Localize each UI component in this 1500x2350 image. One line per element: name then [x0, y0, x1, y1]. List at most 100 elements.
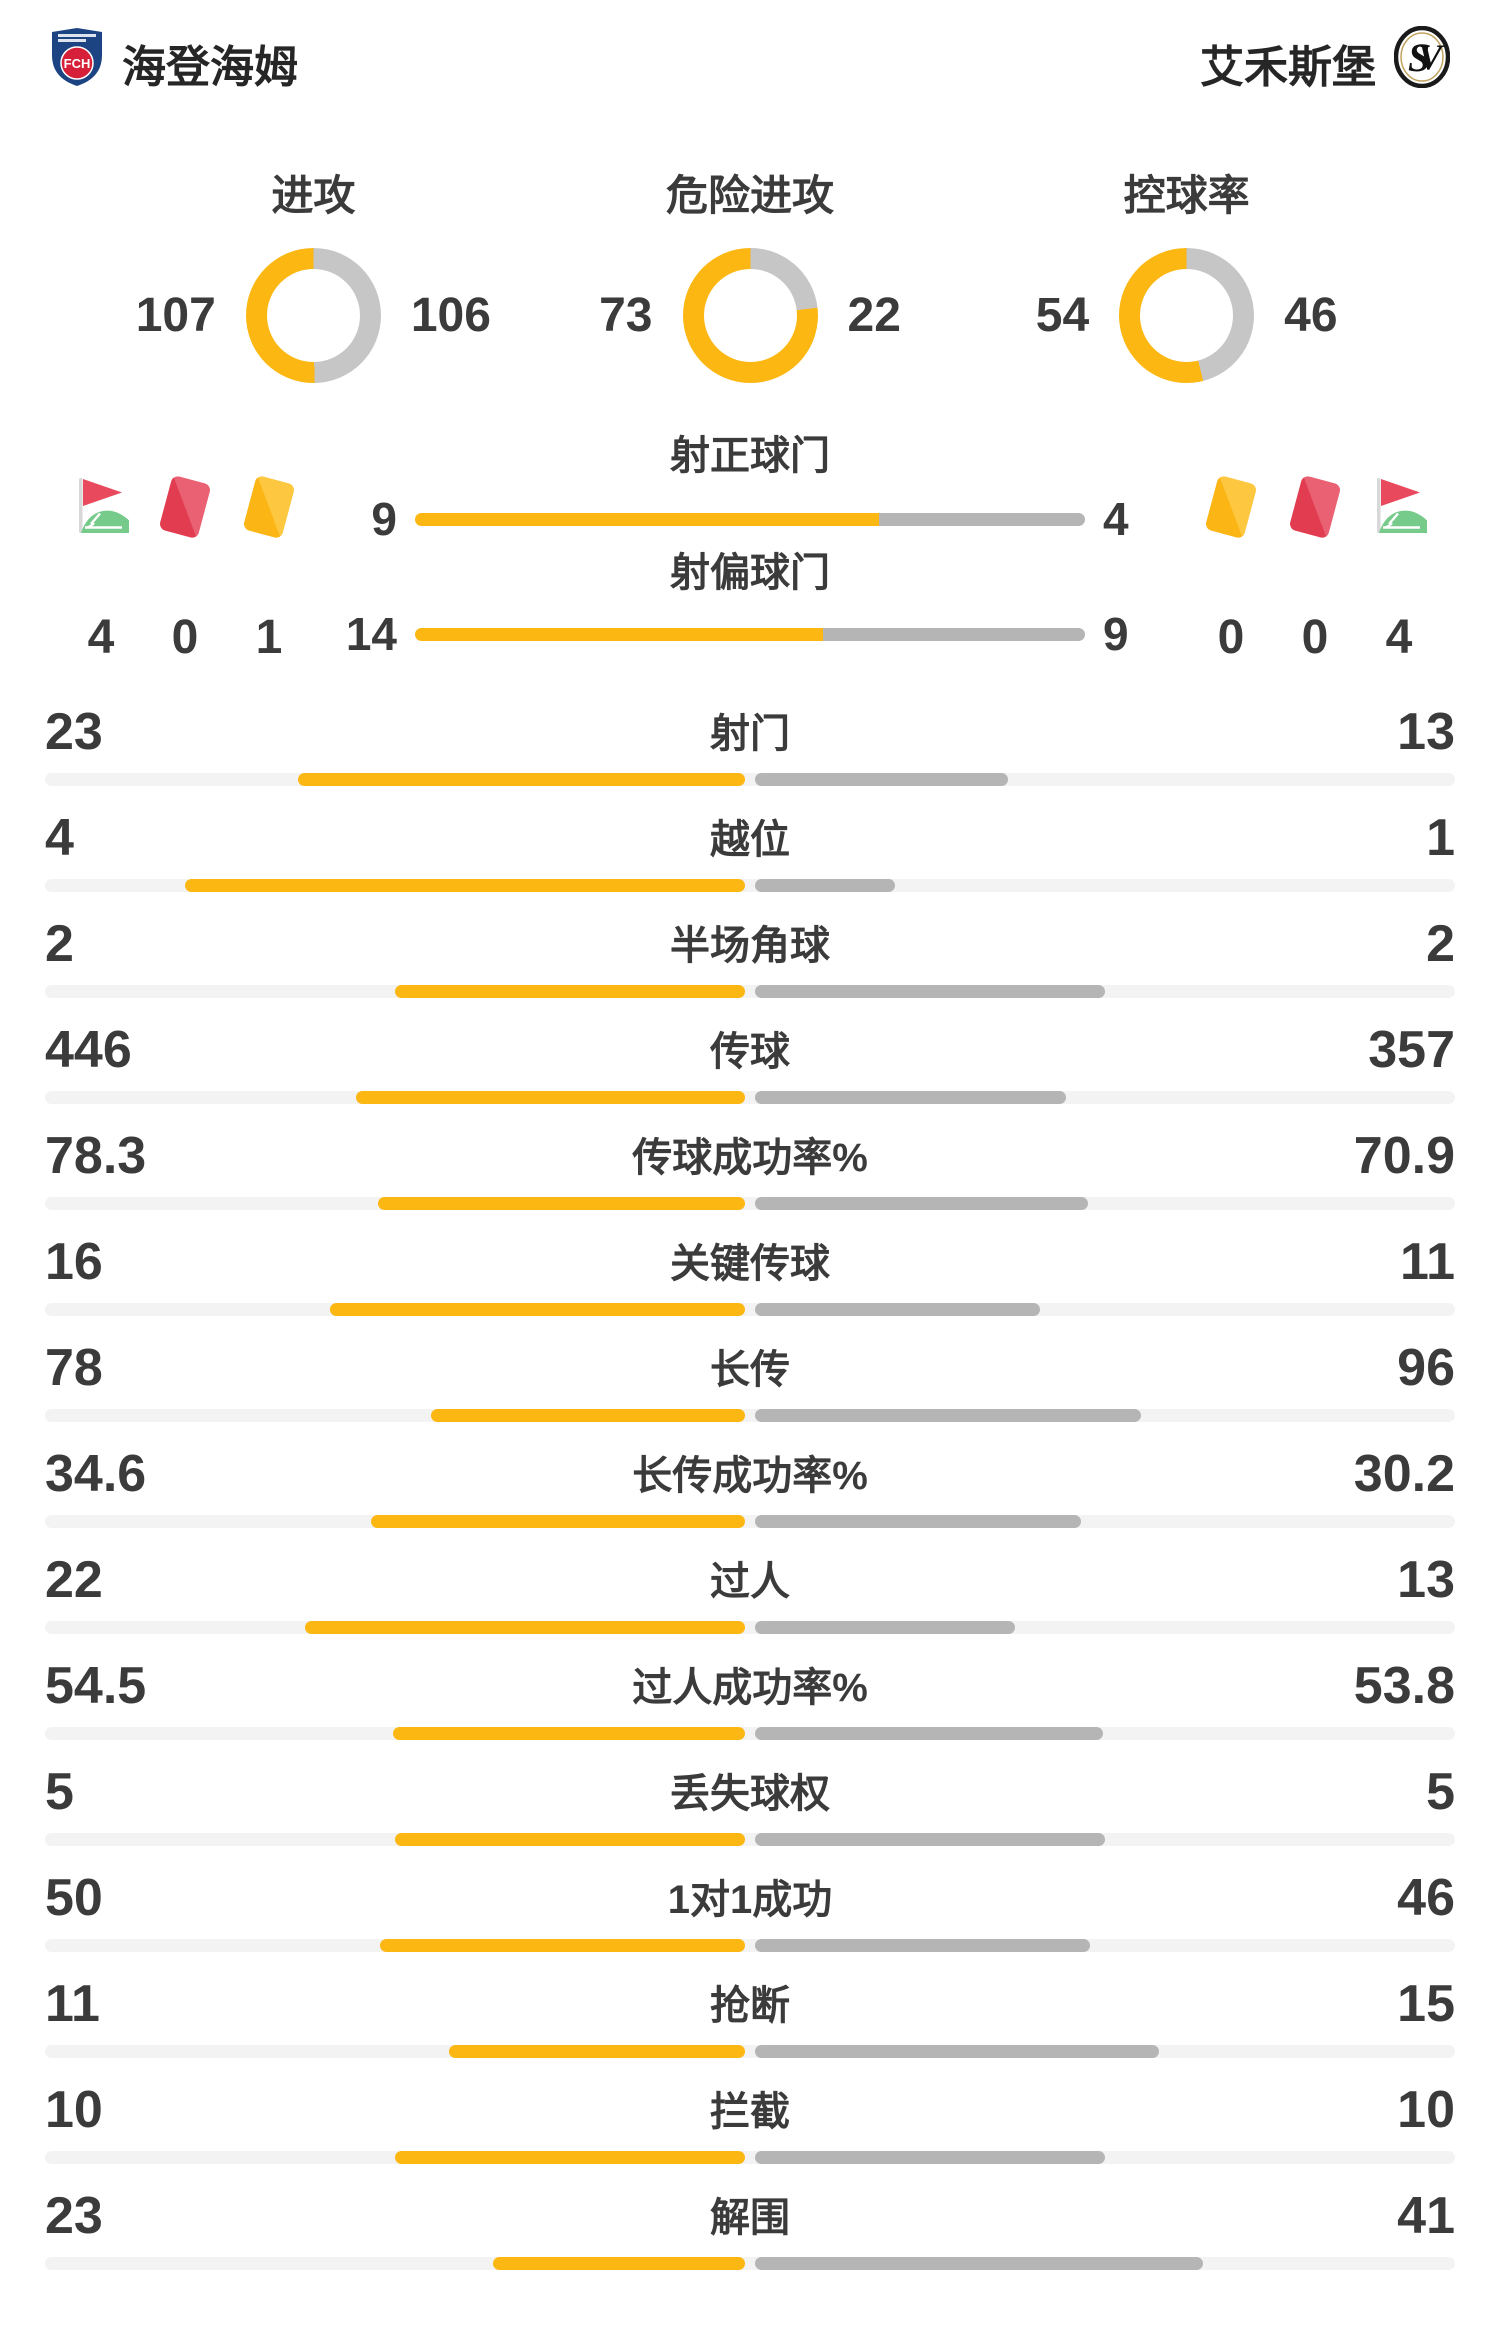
donut-chart: 控球率 54 46: [968, 170, 1405, 383]
stat-bar-track: [45, 2045, 1455, 2058]
donut-home-value: 107: [135, 289, 216, 342]
team-away-header[interactable]: 艾禾斯堡 S V: [1200, 25, 1451, 99]
stat-away-value: 41: [1397, 2187, 1455, 2245]
donut-away-value: 106: [410, 289, 491, 342]
bar-home-value: 9: [371, 493, 397, 545]
corner-flag-icon: [1370, 474, 1428, 540]
stat-home-value: 34.6: [45, 1445, 147, 1503]
yellow-card-count: 0: [1217, 611, 1245, 664]
stat-away-value: 15: [1397, 1975, 1455, 2033]
stat-label: 解围: [710, 2196, 790, 2240]
donut-label: 控球率: [1123, 172, 1250, 219]
stat-bar-away: [755, 985, 1105, 998]
stat-home-value: 23: [45, 2187, 103, 2245]
corner-flag-count: 4: [1385, 611, 1413, 664]
yellow-card-count: 1: [255, 611, 283, 664]
stat-label: 丢失球权: [670, 1772, 830, 1816]
stat-bar-home: [330, 1303, 745, 1316]
stat-bar-home: [395, 2151, 745, 2164]
stat-bar-track: [45, 1833, 1455, 1846]
yellow-card-icon: [240, 474, 298, 540]
stat-home-value: 22: [45, 1551, 103, 1609]
stat-home-value: 446: [45, 1021, 132, 1079]
svg-text:S: S: [1408, 35, 1430, 80]
stat-away-value: 2: [1426, 915, 1455, 973]
stat-label: 长传成功率%: [632, 1454, 868, 1498]
stat-away-value: 5: [1426, 1763, 1455, 1821]
home-discipline-values: 4 0 1: [72, 612, 298, 664]
stat-bar-track: [45, 1409, 1455, 1422]
stat-row: 54.5 过人成功率% 53.8: [0, 1649, 1500, 1755]
stat-away-value: 357: [1368, 1021, 1455, 1079]
donut-label: 进攻: [271, 172, 356, 219]
stat-home-value: 23: [45, 703, 103, 761]
away-team-logo-icon: S V: [1393, 25, 1451, 99]
stat-bar-home: [378, 1197, 745, 1210]
stat-away-value: 96: [1397, 1339, 1455, 1397]
corner-flag-icon: [72, 474, 130, 540]
shots-off-target-label: 射偏球门: [670, 551, 830, 595]
bar-away-value: 9: [1103, 608, 1129, 660]
stat-label: 传球成功率%: [632, 1136, 868, 1180]
stat-away-value: 13: [1397, 703, 1455, 761]
stat-label: 长传: [710, 1348, 790, 1392]
stat-bar-away: [755, 2257, 1203, 2270]
stat-label: 半场角球: [670, 924, 830, 968]
stat-home-value: 11: [45, 1975, 100, 2033]
stat-bar-away: [755, 1515, 1081, 1528]
stat-bar-home: [298, 773, 745, 786]
red-card-icon: [156, 474, 214, 540]
stat-away-value: 10: [1397, 2081, 1455, 2139]
donut-ring: [245, 248, 381, 383]
stat-bar-home: [449, 2045, 745, 2058]
stat-row: 22 过人 13: [0, 1543, 1500, 1649]
stat-bar-away: [755, 773, 1008, 786]
stat-row: 23 解围 41: [0, 2179, 1500, 2285]
header: FCH 海登海姆 艾禾斯堡 S V: [50, 25, 1451, 99]
stat-bar-home: [395, 985, 745, 998]
stat-home-value: 50: [45, 1869, 103, 1927]
stat-home-value: 5: [45, 1763, 74, 1821]
donut-chart: 进攻 107 106: [95, 170, 532, 383]
stat-away-value: 70.9: [1353, 1127, 1455, 1185]
stat-bar-away: [755, 1409, 1141, 1422]
corner-flag-count: 4: [87, 611, 115, 664]
stat-bar-track: [45, 1727, 1455, 1740]
stat-bar-home: [380, 1939, 745, 1952]
stat-home-value: 54.5: [45, 1657, 147, 1715]
stat-bar-away: [755, 1833, 1105, 1846]
stat-label: 抢断: [710, 1984, 790, 2028]
stat-bar-track: [45, 773, 1455, 786]
stat-away-value: 11: [1400, 1233, 1455, 1291]
stat-away-value: 53.8: [1353, 1657, 1455, 1715]
stat-row: 446 传球 357: [0, 1013, 1500, 1119]
stat-away-value: 1: [1426, 809, 1455, 867]
stat-bar-track: [45, 2257, 1455, 2270]
shots-on-target-label: 射正球门: [670, 434, 830, 478]
stat-bar-home: [431, 1409, 745, 1422]
donut-ring: [682, 248, 818, 383]
away-discipline-icons: [1202, 474, 1428, 540]
team-home-header[interactable]: FCH 海登海姆: [50, 27, 298, 98]
stat-home-value: 78: [45, 1339, 103, 1397]
donut-label: 危险进攻: [666, 172, 835, 219]
stat-row: 2 半场角球 2: [0, 907, 1500, 1013]
stat-bar-away: [755, 1727, 1103, 1740]
stat-bar-away: [755, 2151, 1105, 2164]
stat-bar-home: [493, 2257, 745, 2270]
stat-away-value: 30.2: [1353, 1445, 1455, 1503]
stat-row: 4 越位 1: [0, 801, 1500, 907]
donut-away-value: 22: [847, 289, 901, 342]
donut-away-value: 46: [1284, 289, 1338, 342]
home-team-name: 海登海姆: [122, 42, 298, 92]
stat-row: 78 长传 96: [0, 1331, 1500, 1437]
stat-bar-track: [45, 1197, 1455, 1210]
stat-bar-home: [305, 1621, 745, 1634]
bar-home-value: 14: [345, 608, 397, 660]
donut-home-value: 73: [599, 289, 653, 342]
donut-chart: 危险进攻 73 22: [532, 170, 969, 383]
stat-label: 1对1成功: [667, 1878, 833, 1922]
stat-bar-track: [45, 2151, 1455, 2164]
stat-label: 过人成功率%: [632, 1666, 868, 1710]
